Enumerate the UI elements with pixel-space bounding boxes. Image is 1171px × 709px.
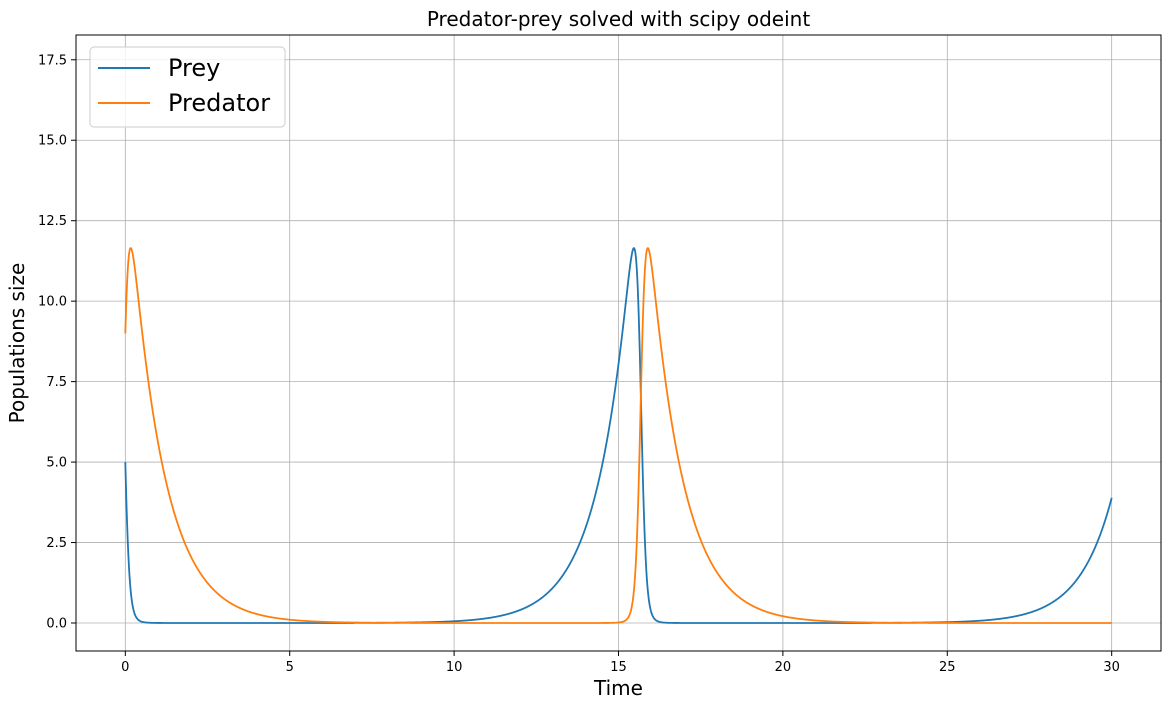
series-lines: [124, 247, 1113, 624]
x-tick-label: 5: [286, 660, 294, 675]
x-axis-label: Time: [593, 676, 643, 700]
ticks: 0 5 10 15 20 25 30 0.0 2.5 5.0 7.5 10.0 12.5 15.0 17.5: [38, 53, 1120, 675]
x-tick-label: 25: [939, 660, 956, 675]
legend-label-prey: Prey: [168, 54, 220, 82]
x-tick-label: 15: [610, 660, 627, 675]
y-axis-label: Populations size: [5, 263, 29, 424]
chart-title: Predator-prey solved with scipy odeint: [427, 7, 810, 31]
legend: Prey Predator: [89, 46, 286, 128]
x-tick-label: 20: [775, 660, 792, 675]
x-tick-label: 0: [121, 660, 129, 675]
y-tick-label: 7.5: [46, 375, 67, 390]
x-tick-label: 30: [1103, 660, 1120, 675]
y-tick-label: 2.5: [46, 536, 67, 551]
y-tick-label: 17.5: [38, 53, 67, 68]
y-tick-label: 10.0: [38, 295, 67, 310]
y-tick-label: 0.0: [46, 617, 67, 632]
series-line-predator: [124, 247, 1112, 624]
y-tick-label: 5.0: [46, 456, 67, 471]
x-tick-label: 10: [446, 660, 463, 675]
legend-label-predator: Predator: [168, 89, 270, 117]
y-tick-label: 12.5: [38, 214, 67, 229]
grid: [76, 35, 1161, 651]
y-tick-label: 15.0: [38, 134, 67, 149]
